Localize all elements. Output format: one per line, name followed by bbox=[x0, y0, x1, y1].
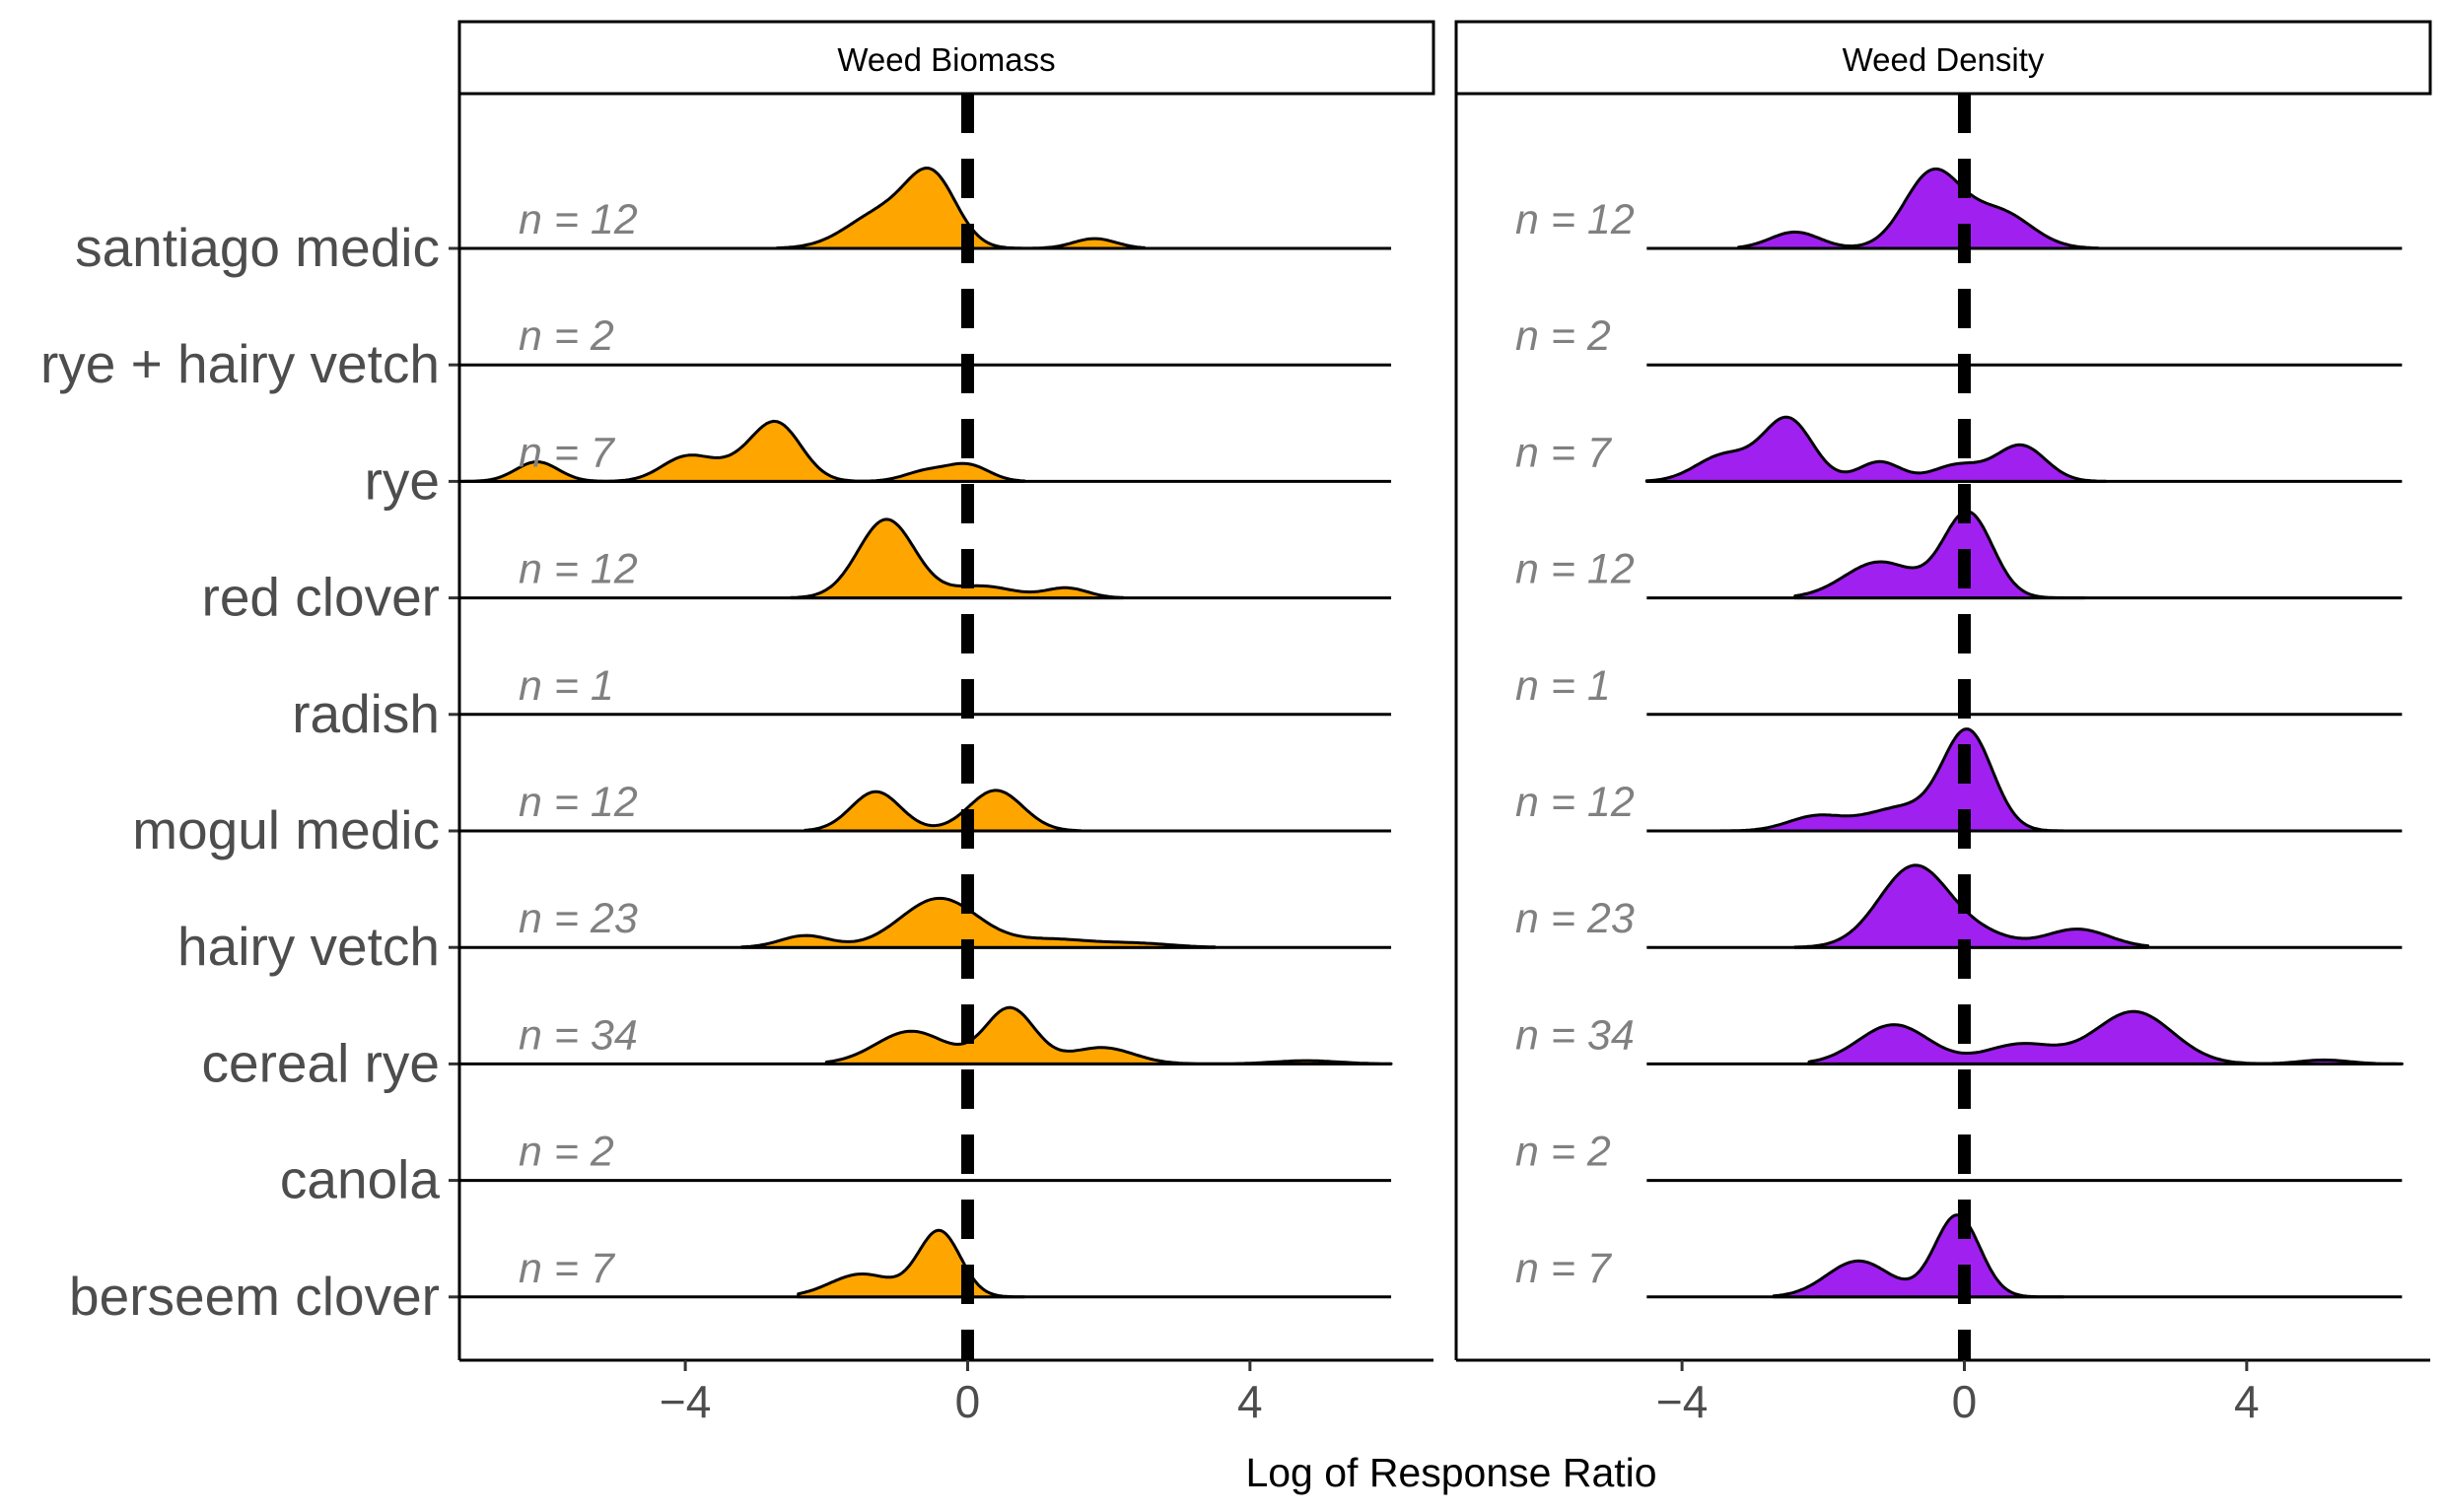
n-label: n = 7 bbox=[519, 1245, 616, 1292]
density-ridge bbox=[790, 517, 1125, 600]
category-label: mogul medic bbox=[132, 799, 440, 860]
density-ridge bbox=[1709, 727, 2065, 833]
category-label: cereal rye bbox=[202, 1032, 440, 1093]
density-ridge bbox=[1736, 167, 2100, 250]
x-tick-label: 0 bbox=[1952, 1376, 1978, 1427]
facet-strip bbox=[1454, 20, 2432, 96]
density-ridge bbox=[804, 789, 1083, 833]
n-label: n = 2 bbox=[519, 312, 614, 360]
n-label: n = 7 bbox=[1515, 429, 1613, 476]
n-label: n = 12 bbox=[1515, 196, 1635, 243]
density-ridge bbox=[1793, 863, 2150, 949]
facet-strip-label: Weed Density bbox=[1843, 41, 2045, 78]
n-label: n = 23 bbox=[519, 895, 638, 942]
density-ridge bbox=[739, 896, 1217, 949]
n-label: n = 2 bbox=[1515, 312, 1611, 360]
n-label: n = 23 bbox=[1515, 895, 1635, 942]
n-label: n = 1 bbox=[1515, 662, 1611, 710]
n-label: n = 2 bbox=[519, 1129, 614, 1176]
density-ridge bbox=[1807, 1009, 2404, 1065]
n-label: n = 12 bbox=[519, 779, 638, 826]
n-label: n = 12 bbox=[519, 196, 638, 243]
x-tick-label: −4 bbox=[1656, 1376, 1708, 1427]
category-label: rye + hairy vetch bbox=[40, 333, 440, 394]
n-label: n = 2 bbox=[1515, 1129, 1611, 1176]
x-tick-label: 0 bbox=[955, 1376, 981, 1427]
n-label: n = 34 bbox=[519, 1011, 638, 1059]
density-ridge bbox=[1793, 510, 2086, 600]
n-label: n = 12 bbox=[1515, 779, 1635, 826]
density-ridge bbox=[1772, 1213, 2065, 1299]
n-label: n = 12 bbox=[1515, 546, 1635, 593]
category-label: santiago medic bbox=[75, 217, 440, 278]
category-label: rye bbox=[365, 449, 440, 511]
density-ridge bbox=[824, 1005, 1393, 1065]
category-label: radish bbox=[292, 683, 440, 744]
x-tick-label: −4 bbox=[660, 1376, 711, 1427]
facet-strip bbox=[457, 20, 1435, 96]
density-ridge bbox=[457, 419, 1026, 483]
density-ridge bbox=[797, 1228, 1026, 1299]
category-label: canola bbox=[280, 1149, 440, 1210]
n-label: n = 1 bbox=[519, 662, 614, 710]
category-label: berseem clover bbox=[69, 1266, 440, 1327]
n-label: n = 12 bbox=[519, 546, 638, 593]
category-label: red clover bbox=[202, 567, 440, 628]
category-label: hairy vetch bbox=[177, 916, 440, 977]
facet-strip-label: Weed Biomass bbox=[837, 41, 1055, 78]
density-ridge bbox=[1644, 415, 2108, 483]
x-axis-title: Log of Response Ratio bbox=[1245, 1450, 1656, 1495]
x-tick-label: 4 bbox=[2234, 1376, 2260, 1427]
n-label: n = 34 bbox=[1515, 1011, 1635, 1059]
density-ridge bbox=[775, 167, 1146, 250]
x-tick-label: 4 bbox=[1237, 1376, 1263, 1427]
n-label: n = 7 bbox=[519, 429, 616, 476]
n-label: n = 7 bbox=[1515, 1245, 1613, 1292]
